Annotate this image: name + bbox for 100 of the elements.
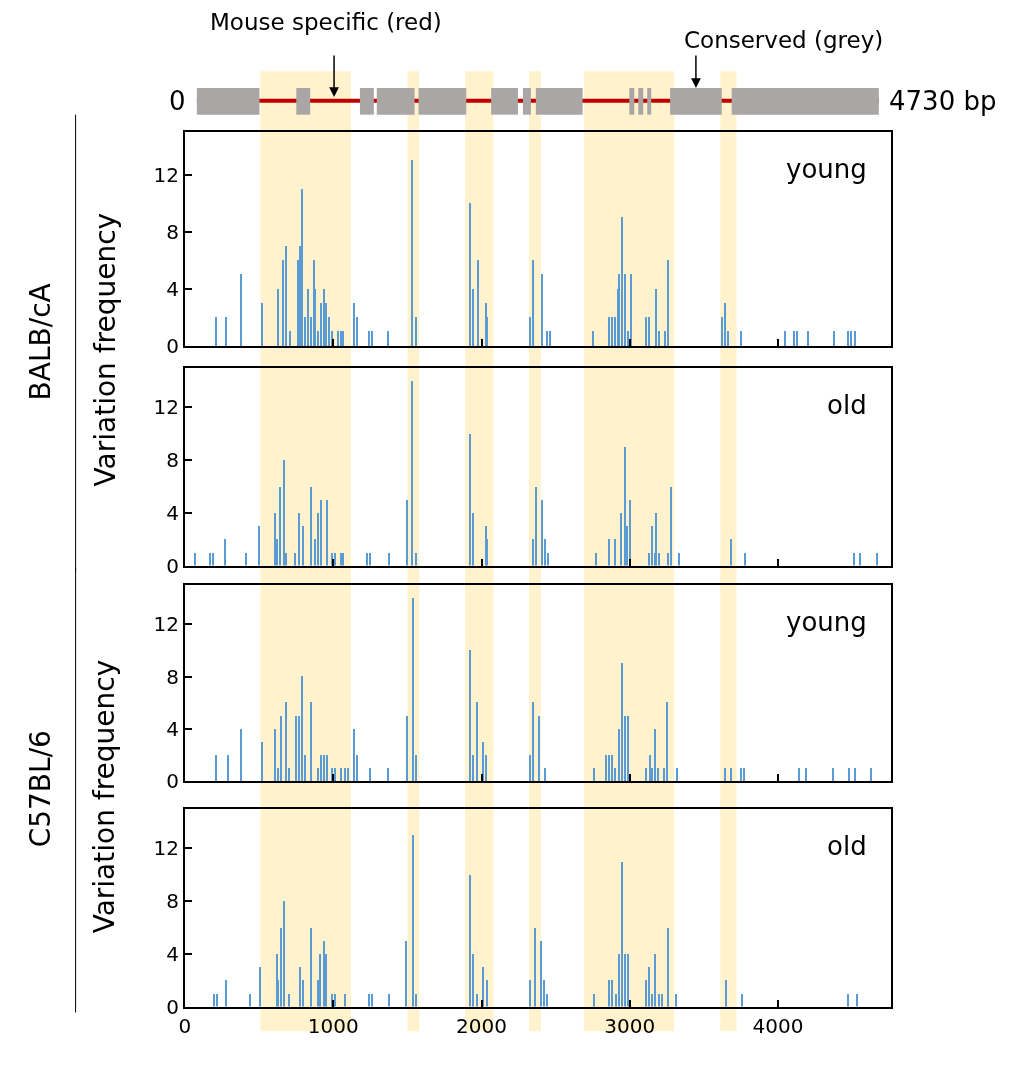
bar <box>650 525 653 566</box>
bar <box>212 993 215 1007</box>
bar <box>869 768 872 782</box>
bar <box>666 260 669 347</box>
bar <box>322 289 325 347</box>
y-tick-label: 8 <box>166 664 179 689</box>
bar <box>411 834 414 1007</box>
bar <box>610 755 613 782</box>
bar <box>545 331 548 347</box>
bar <box>623 446 626 566</box>
annotation: young <box>786 154 867 184</box>
text: Conserved (grey) <box>684 27 884 53</box>
x-tick-label: 3000 <box>604 1013 656 1038</box>
y-tick-label: 4 <box>166 941 179 966</box>
bar <box>644 768 647 782</box>
bar <box>468 203 471 347</box>
bar <box>346 768 349 782</box>
y-tick-label: 4 <box>166 277 179 302</box>
bar <box>653 729 656 782</box>
bar <box>739 331 742 347</box>
bar <box>739 768 742 782</box>
bar <box>740 993 743 1007</box>
bar <box>387 552 390 566</box>
bar <box>368 552 371 566</box>
bar <box>665 702 668 782</box>
bar <box>300 189 303 347</box>
bar <box>276 289 279 347</box>
bar <box>644 317 647 347</box>
bar <box>387 993 390 1007</box>
bar <box>370 331 373 347</box>
bar <box>279 716 282 782</box>
bar <box>306 289 309 347</box>
bar <box>405 499 408 566</box>
bar <box>675 768 678 782</box>
bar <box>723 768 726 782</box>
bar <box>806 331 809 347</box>
annotation: old <box>827 390 867 420</box>
bar <box>534 486 537 566</box>
bar <box>301 525 304 566</box>
bar <box>273 512 276 566</box>
bar <box>318 953 321 1007</box>
bar <box>244 552 247 566</box>
bar <box>322 940 325 1007</box>
bar <box>620 861 623 1007</box>
bar <box>224 317 227 347</box>
bar <box>647 317 650 347</box>
y-tick-label: 4 <box>166 716 179 741</box>
bar <box>410 160 413 347</box>
bar <box>352 303 355 347</box>
bar <box>475 993 478 1007</box>
x-tick-label: 4000 <box>752 1013 804 1038</box>
bar <box>239 274 242 347</box>
bar <box>531 702 534 782</box>
bar <box>831 768 834 782</box>
bar <box>591 331 594 347</box>
y-tick-label: 12 <box>153 395 179 420</box>
bar <box>193 552 196 566</box>
bar <box>607 979 610 1007</box>
bar <box>610 979 613 1007</box>
bar <box>297 512 300 566</box>
bar <box>294 716 297 782</box>
bar <box>543 768 546 782</box>
bar <box>386 768 389 782</box>
bar <box>343 768 346 782</box>
bar <box>343 993 346 1007</box>
bar <box>592 768 595 782</box>
bar <box>648 755 651 782</box>
bar <box>539 940 542 1007</box>
bar <box>620 663 623 782</box>
bar <box>370 993 373 1007</box>
bar <box>325 499 328 566</box>
bar <box>309 702 312 782</box>
bar <box>368 768 371 782</box>
bar <box>309 927 312 1007</box>
bar <box>594 552 597 566</box>
y-tick-label: 0 <box>166 334 179 359</box>
bar <box>260 303 263 347</box>
y-axis-title: Variation frequency <box>89 212 123 487</box>
bar <box>674 993 677 1007</box>
y-tick-label: 0 <box>166 769 179 794</box>
bar <box>481 742 484 782</box>
bar <box>214 317 217 347</box>
text: C57BL/6 <box>24 730 58 848</box>
bar <box>613 538 616 566</box>
text: Mouse specific (red) <box>210 9 442 35</box>
bar <box>319 499 322 566</box>
bar <box>846 331 849 347</box>
bar <box>248 993 251 1007</box>
bar <box>365 552 368 566</box>
bar <box>309 486 312 566</box>
bar <box>852 552 855 566</box>
bar <box>485 979 488 1007</box>
bar <box>476 260 479 347</box>
y-tick-label: 8 <box>166 220 179 245</box>
text: 4730 bp <box>889 86 997 116</box>
bar <box>797 768 800 782</box>
bar <box>610 317 613 347</box>
annotation: young <box>786 607 867 637</box>
bar <box>607 538 610 566</box>
y-tick-label: 12 <box>153 836 179 861</box>
